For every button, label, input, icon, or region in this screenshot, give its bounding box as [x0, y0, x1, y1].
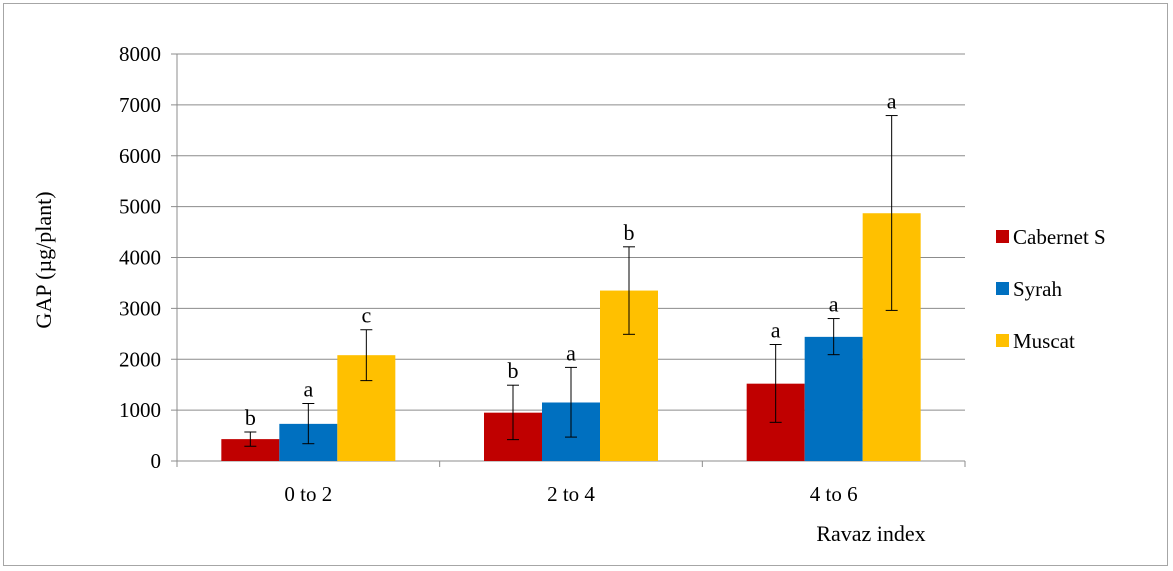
y-axis-title: GAP (µg/plant): [31, 191, 56, 328]
significance-letter: a: [566, 340, 576, 365]
legend-label: Syrah: [1013, 277, 1062, 301]
significance-letters: b b a a a a c b a: [245, 89, 897, 430]
x-tick-label: 0 to 2: [284, 482, 332, 506]
bar: [221, 439, 280, 461]
y-tick-label: 1000: [119, 398, 161, 422]
y-tick-label: 2000: [119, 347, 161, 371]
y-tick-label: 0: [151, 449, 162, 473]
y-tick-label: 8000: [119, 42, 161, 66]
chart-frame: [3, 3, 1168, 566]
bars: [221, 213, 921, 461]
legend-swatch: [996, 230, 1009, 243]
bar: [804, 336, 863, 461]
y-tick-label: 6000: [119, 144, 161, 168]
significance-letter: a: [771, 317, 781, 342]
y-tick-label: 7000: [119, 93, 161, 117]
significance-letter: a: [829, 292, 839, 317]
y-tick-label: 5000: [119, 195, 161, 219]
legend-swatch: [996, 334, 1009, 347]
x-tick-label: 4 to 6: [810, 482, 858, 506]
significance-letter: b: [508, 358, 519, 383]
legend-swatch: [996, 282, 1009, 295]
significance-letter: b: [624, 220, 635, 245]
error-bars: [244, 115, 898, 447]
y-tick-label: 3000: [119, 296, 161, 320]
legend-label: Cabernet S: [1013, 225, 1106, 249]
legend-label: Muscat: [1013, 329, 1075, 353]
significance-letter: b: [245, 405, 256, 430]
significance-letter: a: [887, 89, 897, 114]
x-axis-title: Ravaz index: [816, 521, 925, 546]
x-tick-label: 2 to 4: [547, 482, 595, 506]
y-tick-label: 4000: [119, 246, 161, 270]
significance-letter: a: [303, 377, 313, 402]
significance-letter: c: [361, 303, 371, 328]
legend: Cabernet S Syrah Muscat: [996, 225, 1106, 353]
